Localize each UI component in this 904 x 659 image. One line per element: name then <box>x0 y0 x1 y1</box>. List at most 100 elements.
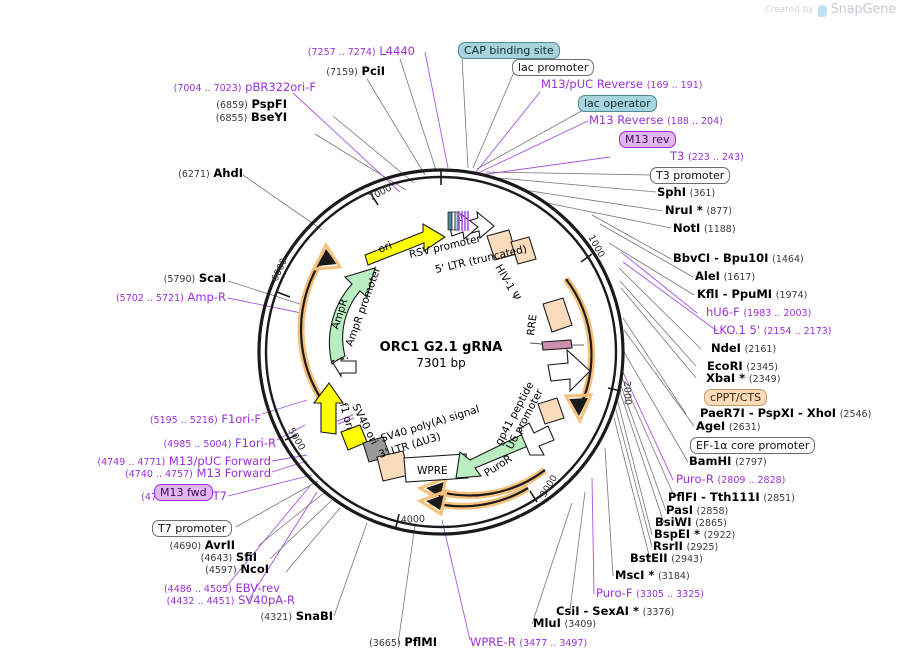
badge-lac-promoter[interactable]: lac promoter <box>512 59 595 76</box>
label-pspfi[interactable]: (6859) PspFI <box>216 98 287 112</box>
label-m13-forward[interactable]: (4740 .. 4757) M13 Forward <box>125 467 271 481</box>
label-pbr322ori-f[interactable]: (7004 .. 7023) pBR322ori-F <box>174 81 316 95</box>
label-ndei[interactable]: NdeI (2161) <box>711 342 776 356</box>
feature-shape-puror <box>455 433 529 479</box>
label-snabi[interactable]: (4321) SnaBI <box>260 610 333 624</box>
label-name: BseYI <box>250 110 287 124</box>
label-m13-puc-forward[interactable]: (4749 .. 4771) M13/pUC Forward <box>97 455 271 469</box>
label-sphi[interactable]: SphI (361) <box>657 186 715 200</box>
label-position: (169 .. 191) <box>646 80 703 91</box>
label-name: XbaI * <box>706 371 746 385</box>
label-ecori[interactable]: EcoRI (2345) <box>707 360 778 374</box>
label-pflfi-tth111i[interactable]: PflFI - Tth111I (2851) <box>668 491 795 505</box>
badge-t7-promoter[interactable]: T7 promoter <box>152 520 233 537</box>
label-position: (2349) <box>748 374 781 385</box>
label-sfii[interactable]: (4643) SfiI <box>201 551 257 565</box>
label-wpre-r[interactable]: WPRE-R (3477 .. 3497) <box>470 636 587 650</box>
feature-shape-u6-promoter <box>518 422 555 456</box>
label-puro-r[interactable]: Puro-R (2809 .. 2828) <box>676 473 785 487</box>
badge-cap-binding-site[interactable]: CAP binding site <box>458 42 560 59</box>
label-msci[interactable]: MscI * (3184) <box>615 569 690 583</box>
label-name: BspEI * <box>654 527 700 541</box>
label-agei[interactable]: AgeI (2631) <box>696 420 760 434</box>
plasmid-size-label: 7301 bp <box>416 356 466 370</box>
feature-shape-mcs-stack <box>447 211 469 231</box>
label-bamhi[interactable]: BamHI (2797) <box>689 455 767 469</box>
label-mlui[interactable]: MluI (3409) <box>533 617 596 631</box>
label-m13-reverse[interactable]: M13 Reverse (188 .. 204) <box>589 114 723 128</box>
label-bseyi[interactable]: (6855) BseYI <box>216 111 287 125</box>
badge-label: lac promoter <box>518 61 589 74</box>
label-position: (2546) <box>839 409 872 420</box>
label-csii-sexai[interactable]: CsiI - SexAI * (3376) <box>556 605 674 619</box>
label-l4440[interactable]: (7257 .. 7274) L4440 <box>308 45 415 59</box>
badge-cppt-cts[interactable]: cPPT/CTS <box>704 389 768 406</box>
label-name: M13/pUC Reverse <box>541 77 644 91</box>
feature-shape-ampr-promoter <box>332 357 357 378</box>
label-position: (2851) <box>763 493 795 504</box>
label-position: (5702 .. 5721) <box>115 293 184 304</box>
badge-label: cPPT/CTS <box>710 391 762 404</box>
label-position: (4690) <box>169 541 202 552</box>
label-m13-puc-reverse[interactable]: M13/pUC Reverse (169 .. 191) <box>541 78 702 92</box>
label-hu6-f[interactable]: hU6-F (1983 .. 2003) <box>706 306 811 320</box>
label-bstei[interactable]: BstEII (2943) <box>630 552 703 566</box>
label-ncoi[interactable]: (4597) NcoI <box>205 563 269 577</box>
badge-label: M13 fwd <box>160 486 207 499</box>
label-name: EcoRI <box>707 359 743 373</box>
label-position: (3409) <box>564 619 597 630</box>
leader-lines-top-left <box>314 58 437 191</box>
badge-lac-operator[interactable]: lac operator <box>578 95 657 112</box>
label-name: F1ori-F <box>221 412 261 426</box>
label-ahdi[interactable]: (6271) AhdI <box>178 167 243 181</box>
label-ebv-rev[interactable]: (4486 .. 4505) EBV-rev <box>164 582 280 596</box>
label-alei[interactable]: AleI (1617) <box>695 270 755 284</box>
label-lko1-5[interactable]: LKO.1 5' (2154 .. 2173) <box>713 324 832 338</box>
label-puro-f[interactable]: Puro-F (3305 .. 3325) <box>596 587 704 601</box>
label-scai[interactable]: (5790) ScaI <box>164 272 226 286</box>
leader-lines-top-left-primer <box>292 51 449 193</box>
label-position: (2922) <box>703 530 736 541</box>
badge-m13-rev[interactable]: M13 rev <box>619 131 676 148</box>
label-nrui[interactable]: NruI * (877) <box>665 204 732 218</box>
label-sv40pa-r[interactable]: (4432 .. 4451) SV40pA-R <box>167 594 295 608</box>
badge-t3-promoter[interactable]: T3 promoter <box>650 167 731 184</box>
label-position: (4740 .. 4757) <box>125 469 193 480</box>
label-bbvci-bpu10i[interactable]: BbvCI - Bpu10I (1464) <box>673 252 804 266</box>
label-amp-r[interactable]: (5702 .. 5721) Amp-R <box>116 291 226 305</box>
label-xbai[interactable]: XbaI * (2349) <box>706 372 780 386</box>
feature-shape-wpre <box>403 453 469 483</box>
ruler-label-3000: 3000 <box>538 473 560 499</box>
label-name: L4440 <box>379 44 415 58</box>
badge-label: M13 rev <box>625 133 670 146</box>
label-f1ori-f[interactable]: (5195 .. 5216) F1ori-F <box>150 413 261 427</box>
label-name: Puro-F <box>596 586 633 600</box>
label-pflmi[interactable]: (3665) PflMI <box>369 636 437 650</box>
label-position: (4321) <box>260 612 293 623</box>
label-position: (7159) <box>326 67 358 78</box>
label-t3-primer[interactable]: T3 (223 .. 243) <box>670 150 744 164</box>
label-pasi[interactable]: PasI (2858) <box>666 504 728 518</box>
label-f1ori-r[interactable]: (4985 .. 5004) F1ori-R <box>163 437 276 451</box>
ruler-ticks <box>276 170 622 528</box>
label-bspei[interactable]: BspEI * (2922) <box>654 528 735 542</box>
label-kfli-ppumi[interactable]: KflI - PpuMI (1974) <box>697 288 807 302</box>
badge-label: EF-1α core promoter <box>696 439 810 452</box>
feature-shape-rre <box>542 297 573 333</box>
label-paer7i-pspxi-xhoi[interactable]: PaeR7I - PspXI - XhoI (2546) <box>700 407 871 421</box>
label-position: (2943) <box>671 554 703 565</box>
label-name: PspFI <box>251 97 287 111</box>
badge-m13-fwd[interactable]: M13 fwd <box>154 484 213 501</box>
feature-shape-hiv1-psi-b <box>510 236 537 265</box>
label-position: (3665) <box>369 638 401 649</box>
label-position: (3305 .. 3325) <box>636 589 705 600</box>
label-bsiwi[interactable]: BsiWI (2865) <box>655 516 727 530</box>
label-noti[interactable]: NotI (1188) <box>673 222 736 236</box>
label-rsrii[interactable]: RsrII (2925) <box>653 540 718 554</box>
feature-shape-ampr <box>328 267 376 365</box>
badge-ef1a-core-promoter[interactable]: EF-1α core promoter <box>690 437 816 454</box>
label-pcii[interactable]: (7159) PciI <box>326 65 385 79</box>
label-avrii[interactable]: (4690) AvrII <box>170 539 235 553</box>
label-name: KflI - PpuMI <box>697 287 773 301</box>
